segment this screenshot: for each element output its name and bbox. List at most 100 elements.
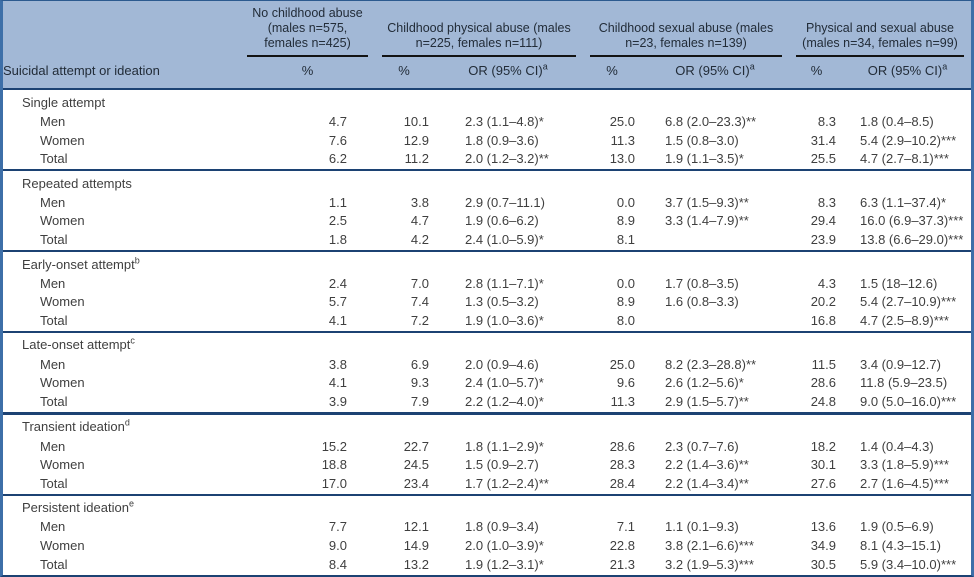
cell-pct-physical: 7.2 [410, 313, 429, 329]
row-label: Men [40, 194, 66, 210]
row-label: Women [40, 375, 85, 391]
data-row: Total 3.9 7.9 2.2 (1.2–4.0)* 11.3 2.9 (1.5–5.… [3, 393, 971, 414]
cell-pct-no-abuse: 5.7 [328, 294, 347, 310]
column-group-sexual-abuse: Childhood sexual abuse (males n=23, fema… [583, 1, 789, 57]
table-corner [3, 1, 240, 57]
cell-pct-no-abuse: 4.1 [328, 313, 347, 329]
section-label: Early-onset attemptb [3, 249, 971, 275]
cell-pct-no-abuse: 8.4 [328, 557, 347, 573]
cell-or-sexual: 2.9 (1.5–5.7)** [665, 394, 749, 410]
row-label: Men [40, 519, 66, 535]
cell-pct-sexual: 8.0 [616, 313, 635, 329]
cell-or-both: 4.7 (2.7–8.1)*** [860, 151, 949, 167]
cell-pct-both: 11.5 [811, 356, 836, 372]
row-label: Women [40, 457, 85, 473]
or-header-label: OR (95% CI) [675, 63, 750, 78]
data-row: Men 2.4 7.0 2.8 (1.1–7.1)* 0.0 1.7 (0.8–3.5) 4… [3, 274, 971, 293]
cell-pct-no-abuse: 17.0 [321, 476, 347, 492]
cell-or-both: 13.8 (6.6–29.0)*** [860, 232, 964, 248]
cell-pct-both: 27.6 [810, 476, 836, 492]
abuse-suicidality-table: No childhood abuse (males n=575, females… [3, 1, 971, 575]
section-label-text: Early-onset attempt [22, 256, 135, 272]
cell-pct-no-abuse: 9.0 [328, 538, 347, 554]
cell-or-physical: 2.8 (1.1–7.1)* [465, 275, 544, 291]
cell-pct-physical: 3.8 [410, 194, 429, 210]
cell-pct-sexual: 9.6 [616, 375, 635, 391]
row-label: Men [40, 275, 66, 291]
cell-pct-no-abuse: 7.6 [328, 132, 347, 148]
row-label: Men [40, 438, 66, 454]
cell-or-both: 9.0 (5.0–16.0)*** [860, 394, 957, 410]
cell-pct-sexual: 25.0 [609, 113, 635, 129]
cell-pct-physical: 10.1 [403, 113, 429, 129]
data-row: Women 4.1 9.3 2.4 (1.0–5.7)* 9.6 2.6 (1.2–5.6… [3, 374, 971, 393]
or-header-footnote: a [749, 61, 755, 72]
row-label: Total [40, 557, 68, 573]
section-row: Repeated attempts [3, 168, 971, 194]
cell-pct-physical: 14.9 [403, 538, 429, 554]
data-row: Men 1.1 3.8 2.9 (0.7–11.1) 0.0 3.7 (1.5–9.3)*… [3, 193, 971, 212]
cell-or-physical: 2.4 (1.0–5.9)* [465, 232, 544, 248]
cell-pct-both: 4.3 [817, 275, 836, 291]
cell-pct-sexual: 8.1 [616, 232, 635, 248]
cell-or-physical: 1.8 (1.1–2.9)* [465, 438, 544, 454]
cell-or-both: 5.4 (2.7–10.9)*** [860, 294, 957, 310]
section-footnote: e [128, 499, 134, 510]
cell-or-sexual [641, 231, 789, 251]
cell-pct-no-abuse: 1.8 [328, 232, 347, 248]
cell-pct-sexual: 11.3 [610, 132, 635, 148]
data-row: Total 8.4 13.2 1.9 (1.2–3.1)* 21.3 3.2 (1.9–5… [3, 556, 971, 575]
column-group-row: No childhood abuse (males n=575, females… [3, 1, 971, 57]
cell-or-sexual: 3.3 (1.4–7.9)** [665, 213, 749, 229]
or-header-both: OR (95% CI)a [844, 57, 971, 90]
cell-or-sexual: 1.9 (1.1–3.5)* [665, 151, 744, 167]
section-row: Persistent ideatione [3, 493, 971, 519]
cell-pct-physical: 7.0 [410, 275, 429, 291]
cell-pct-physical: 6.9 [410, 356, 429, 372]
cell-or-physical: 1.8 (0.9–3.6) [465, 132, 539, 148]
cell-pct-no-abuse: 4.7 [328, 113, 347, 129]
cell-or-sexual: 1.7 (0.8–3.5) [665, 275, 739, 291]
row-label-header: Suicidal attempt or ideation [3, 57, 240, 90]
data-row: Women 18.8 24.5 1.5 (0.9–2.7) 28.3 2.2 (1.4–3… [3, 456, 971, 475]
cell-pct-both: 29.4 [810, 213, 836, 229]
cell-pct-sexual: 13.0 [609, 151, 635, 167]
row-label: Total [40, 476, 68, 492]
cell-or-physical: 1.3 (0.5–3.2) [465, 294, 539, 310]
cell-pct-sexual: 8.9 [616, 213, 635, 229]
cell-or-both: 2.7 (1.6–4.5)*** [860, 476, 949, 492]
cell-pct-physical: 11.2 [404, 151, 429, 167]
column-group-physical-abuse: Childhood physical abuse (males n=225, f… [375, 1, 583, 57]
section-row: Transient ideationd [3, 411, 971, 438]
row-label: Men [40, 356, 66, 372]
cell-or-physical: 1.7 (1.2–2.4)** [465, 476, 549, 492]
cell-pct-physical: 12.9 [403, 132, 429, 148]
cell-pct-sexual: 28.4 [609, 476, 635, 492]
data-row: Men 15.2 22.7 1.8 (1.1–2.9)* 28.6 2.3 (0.7–7.… [3, 437, 971, 456]
cell-pct-no-abuse: 3.8 [328, 356, 347, 372]
table-header: No childhood abuse (males n=575, females… [3, 1, 971, 90]
cell-or-sexual: 3.2 (1.9–5.3)*** [665, 557, 754, 573]
cell-pct-physical: 7.4 [410, 294, 429, 310]
cell-or-physical: 1.5 (0.9–2.7) [465, 457, 539, 473]
cell-pct-no-abuse: 15.2 [321, 438, 347, 454]
row-label: Total [40, 394, 68, 410]
data-row: Women 5.7 7.4 1.3 (0.5–3.2) 8.9 1.6 (0.8–3.3)… [3, 293, 971, 312]
section-label: Late-onset attemptc [3, 330, 971, 356]
column-group-no-abuse: No childhood abuse (males n=575, females… [240, 1, 375, 57]
row-label: Women [40, 132, 85, 148]
cell-pct-sexual: 7.1 [616, 519, 635, 535]
column-group-title: Physical and sexual abuse (males n=34, f… [796, 21, 964, 57]
section-label-text: Persistent ideation [22, 500, 129, 516]
cell-or-sexual: 2.2 (1.4–3.4)** [665, 476, 749, 492]
or-header-physical: OR (95% CI)a [433, 57, 583, 90]
cell-or-both: 5.9 (3.4–10.0)*** [860, 557, 957, 573]
section-label: Repeated attempts [3, 168, 971, 194]
section-label-text: Single attempt [22, 94, 106, 110]
table-body: Single attempt Men 4.7 10.1 2.3 (1.1–4.8)* 25… [3, 89, 971, 575]
or-header-footnote: a [942, 61, 948, 72]
cell-pct-physical: 13.2 [403, 557, 429, 573]
row-label: Men [40, 113, 66, 129]
cell-or-sexual: 2.3 (0.7–7.6) [665, 438, 739, 454]
